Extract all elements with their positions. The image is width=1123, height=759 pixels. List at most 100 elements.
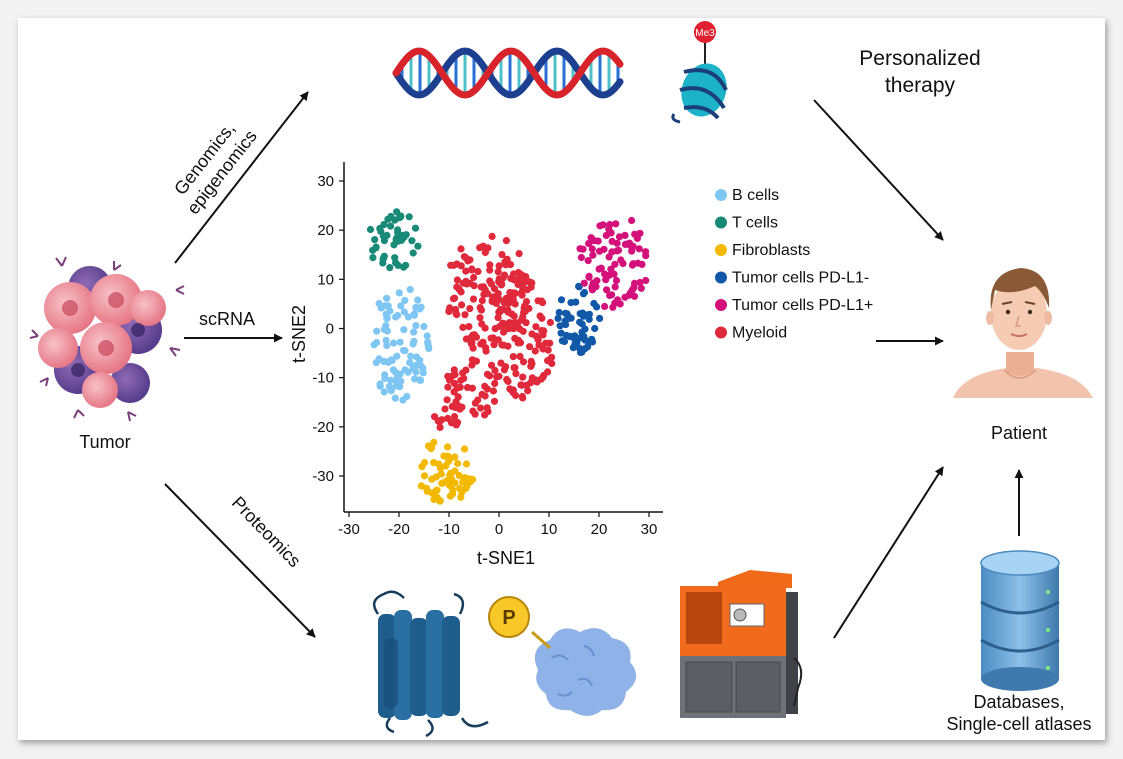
scatter-point [380, 221, 388, 229]
scatter-point [611, 283, 619, 291]
scatter-point [522, 298, 531, 306]
legend-entry-label: Myeloid [732, 325, 787, 342]
scatter-point [447, 469, 455, 477]
scatter-point [457, 376, 465, 384]
scatter-point [366, 225, 375, 234]
scatter-point [450, 413, 459, 421]
legend-entry-label: T cells [732, 215, 778, 232]
scatter-point [491, 294, 499, 302]
x-tick-label: 10 [541, 521, 558, 538]
scatter-point [412, 303, 420, 311]
scatter-point [581, 325, 589, 333]
scatter-point [409, 249, 417, 257]
scatter-point [576, 310, 584, 318]
scatter-point [405, 213, 413, 221]
figure-panel: Tumor scRNA Genomics, epigenomics Proteo… [18, 18, 1105, 740]
scatter-point [596, 314, 604, 322]
scatter-point [490, 397, 499, 405]
scatter-points [366, 208, 650, 505]
scatter-point [532, 332, 541, 340]
scatter-point [581, 336, 589, 344]
scatter-point [383, 231, 391, 239]
dna-strand [392, 47, 624, 99]
scatter-point [400, 326, 408, 334]
scatter-point [603, 286, 611, 294]
scatter-point [496, 308, 504, 316]
scatter-point [519, 358, 528, 366]
scatter-point [517, 271, 525, 279]
scatter-point [454, 459, 462, 468]
scatter-point [469, 331, 477, 339]
scatter-point [579, 290, 588, 298]
x-tick-label: -20 [388, 521, 410, 538]
scatter-point [572, 334, 580, 342]
scatter-point [394, 261, 402, 269]
scatter-point [388, 356, 396, 364]
scatter-point [470, 282, 478, 290]
scatter-point [383, 294, 391, 302]
scatter-point [445, 306, 453, 314]
scatter-point [548, 359, 556, 368]
scatter-point [466, 305, 474, 313]
scatter-point [512, 370, 520, 378]
scatter-point [481, 382, 489, 390]
scatter-point [377, 227, 385, 235]
scatter-point [407, 352, 415, 360]
scatter-point [519, 373, 527, 381]
scatter-point [519, 327, 527, 335]
scatter-point [457, 245, 465, 253]
scatter-point [412, 368, 420, 376]
y-tick-label: 10 [317, 271, 334, 288]
scatter-point [397, 236, 406, 244]
scatter-point [450, 294, 459, 302]
scatter-point [585, 272, 593, 280]
y-ticks: 30 20 10 0 -10 -20 -30 [312, 173, 344, 485]
scatter-point [456, 383, 464, 391]
scatter-point [387, 212, 395, 221]
scatter-point [379, 255, 387, 263]
scatter-point [514, 339, 522, 347]
scatter-point [494, 314, 502, 322]
scatter-point [492, 299, 500, 307]
legend-entry-label: Fibroblasts [732, 242, 810, 259]
scatter-point [444, 383, 452, 391]
y-tick-label: 30 [317, 173, 334, 190]
scatter-point [386, 307, 394, 315]
scatter-point [466, 478, 474, 486]
scatter-point [453, 283, 461, 291]
y-tick-label: -30 [312, 468, 334, 485]
scatter-point [642, 252, 650, 260]
scatter-point [462, 366, 470, 374]
scatter-point [386, 264, 394, 272]
scatter-point [397, 302, 405, 310]
scatter-point [399, 396, 407, 404]
scatter-point [449, 486, 457, 494]
arrow-proteomics-to-patient [833, 466, 944, 639]
scatter-point [497, 281, 505, 289]
scatter-point [589, 251, 597, 259]
patient-icon [953, 268, 1093, 398]
scatter-point [613, 247, 621, 255]
scatter-point [515, 250, 523, 258]
dna-helix-icon [392, 47, 624, 99]
legend-swatch [715, 326, 727, 339]
scatter-point [497, 359, 505, 367]
scatter-point [593, 277, 601, 285]
legend-entry-label: Tumor cells PD-L1- [732, 270, 869, 287]
scatter-point [605, 225, 613, 233]
legend-swatch [715, 216, 727, 229]
scatter-point [588, 338, 597, 346]
scatter-point [413, 353, 421, 361]
scatter-point [408, 237, 416, 245]
therapy-label-line1: Personalized [859, 47, 980, 70]
scatter-point [525, 278, 533, 286]
scatter-point [494, 268, 502, 276]
y-tick-label: 0 [326, 321, 334, 338]
scatter-point [441, 405, 449, 413]
scatter-point [554, 314, 562, 322]
scatter-point [538, 327, 546, 335]
scatter-point [490, 341, 498, 349]
scatter-point [406, 359, 414, 367]
scatter-point [423, 332, 431, 340]
scatter-point [584, 257, 592, 265]
